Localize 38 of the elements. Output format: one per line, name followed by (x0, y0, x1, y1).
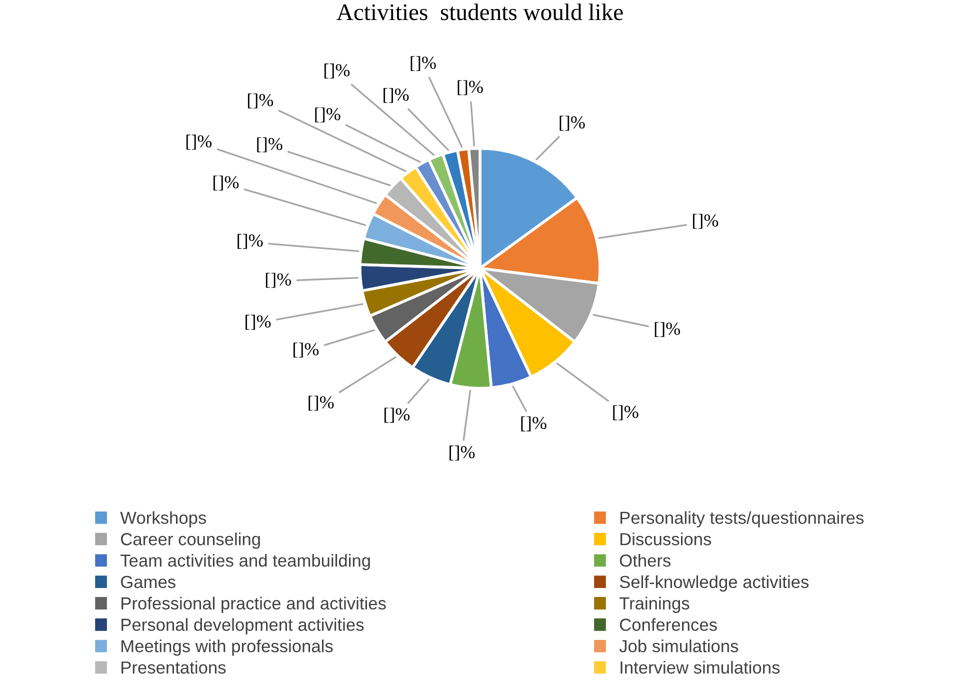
data-label: []% (654, 322, 680, 338)
legend-label: Trainings (619, 596, 690, 613)
legend-label: Personality tests/questionnaires (620, 511, 864, 528)
legend-label: Meetings with professionals (122, 640, 333, 656)
legend-label: Professional practice and activities (122, 596, 386, 613)
legend-label: Personal development activities (122, 618, 364, 634)
legend-label: Interview simulations (620, 660, 780, 674)
data-label: []% (384, 88, 409, 103)
legend-label: Job simulations (619, 640, 738, 652)
data-label: []% (248, 93, 274, 108)
data-label: []% (308, 396, 334, 411)
legend-label: Games (120, 576, 176, 588)
data-label: []% (450, 446, 475, 460)
legend-label: Workshops (120, 511, 206, 528)
legend-label: Others (620, 554, 671, 567)
data-label: []% (560, 116, 585, 131)
data-label: []% (266, 272, 292, 288)
data-label: []% (315, 107, 340, 122)
data-label: []% (458, 80, 483, 96)
data-label: []% (214, 176, 239, 191)
legend-label: Presentations (122, 660, 226, 674)
data-label: []% (693, 214, 718, 229)
legend-label: Career counseling (121, 532, 260, 549)
data-label: []% (324, 64, 350, 79)
data-label: []% (186, 134, 212, 150)
data-label: []% (410, 56, 436, 72)
data-label: []% (294, 342, 319, 358)
data-label: []% (238, 234, 263, 249)
chart-title: Activities students would like (336, 4, 623, 20)
legend-label: Team activities and teambuilding (120, 554, 370, 570)
data-label: []% (257, 137, 282, 152)
data-label: []% (384, 408, 410, 423)
legend-label: Conferences (620, 618, 717, 631)
data-label: []% (246, 314, 271, 330)
legend-label: Self-knowledge activities (620, 575, 809, 592)
legend-label: Discussions (620, 532, 712, 546)
data-label: []% (521, 416, 546, 432)
data-label: []% (613, 405, 638, 420)
